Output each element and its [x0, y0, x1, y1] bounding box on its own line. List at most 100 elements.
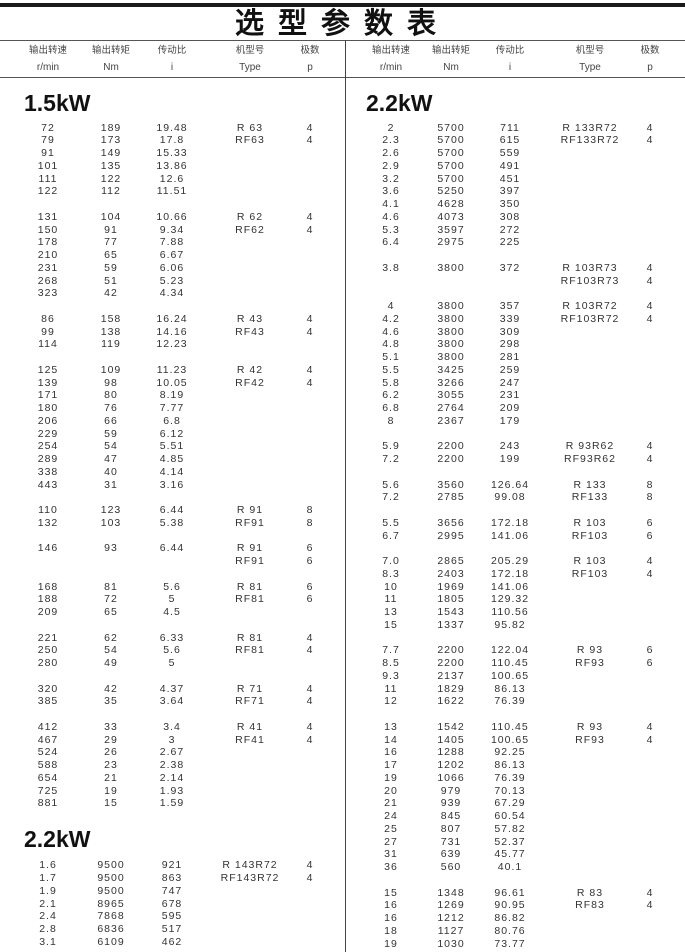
table-row: 5.3 3597 272	[0, 224, 685, 237]
type-cell: RF62	[235, 223, 265, 236]
output-speed-cell: 1.7	[39, 872, 57, 884]
ratio-cell: 4.34	[159, 287, 185, 300]
output-torque-cell: 1829	[437, 682, 465, 695]
poles-cell: 4	[646, 886, 654, 899]
output-speed-cell: 19	[384, 937, 398, 950]
table-row: 11 1805 129.32	[0, 593, 685, 606]
output-speed-cell: 110	[38, 504, 58, 516]
output-torque-cell: 2200	[437, 453, 465, 465]
ratio-cell: 100.65	[490, 669, 530, 682]
output-torque-cell: 65	[104, 249, 118, 261]
output-speed-cell: 168	[37, 580, 59, 593]
table-row: 443 31 3.16	[0, 479, 685, 492]
ratio-cell: 199	[499, 453, 521, 465]
table-row: 110 123 6.44 R 91 8	[0, 504, 685, 517]
output-torque-cell: 80	[104, 389, 118, 402]
ratio-cell: 13.86	[156, 159, 188, 172]
table-row: 206 66 6.8	[0, 415, 685, 428]
output-speed-cell: 10	[384, 580, 398, 593]
ratio-cell: 711	[500, 121, 520, 134]
table-row: 99 138 14.16 RF43 4	[0, 326, 685, 339]
table-row: 4.2 3800 339 RF103R72 4	[0, 313, 685, 326]
output-speed-cell: 210	[37, 249, 59, 261]
table-row: 114 119 12.23	[0, 338, 685, 351]
ratio-cell: 126.64	[490, 478, 530, 491]
table-row: 10 1969 141.06	[0, 581, 685, 594]
poles-cell: 4	[306, 121, 314, 134]
output-torque-cell: 2975	[437, 236, 465, 249]
type-cell: RF71	[235, 695, 265, 708]
poles-cell: 4	[646, 899, 654, 912]
output-speed-cell: 1.6	[39, 859, 57, 872]
ratio-cell: 86.13	[494, 682, 526, 695]
output-torque-cell: 2995	[437, 529, 465, 542]
table-row: 4.6 4073 308	[0, 211, 685, 224]
table-row: 1.7 9500 863 RF143R72 4	[0, 872, 685, 885]
ratio-cell: 52.37	[494, 835, 526, 848]
type-cell: RF103R72	[560, 312, 620, 325]
header-ratio-unit: i	[508, 62, 512, 73]
ratio-cell: 7.77	[159, 402, 185, 414]
output-torque-cell: 35	[104, 695, 118, 708]
header-rule	[0, 77, 685, 78]
output-torque-cell: 119	[101, 338, 121, 351]
output-torque-cell: 4073	[437, 210, 465, 223]
type-cell: RF93R62	[564, 453, 616, 465]
table-row: 385 35 3.64 RF71 4	[0, 695, 685, 708]
ratio-cell: 2.14	[159, 771, 185, 784]
output-torque-cell: 51	[104, 274, 118, 287]
ratio-cell: 4.37	[159, 682, 185, 695]
output-speed-cell: 5.5	[382, 363, 400, 376]
table-row: 6.2 3055 231	[0, 389, 685, 402]
table-row: 3.8 3800 372 R 103R73 4	[0, 262, 685, 275]
output-speed-cell: 36	[384, 861, 398, 873]
table-row: 8.3 2403 172.18 RF103 4	[0, 568, 685, 581]
output-speed-cell: 6.8	[382, 402, 400, 414]
output-torque-cell: 3055	[437, 389, 465, 402]
ratio-cell: 397	[499, 185, 521, 198]
poles-cell: 6	[646, 529, 654, 542]
poles-cell: 4	[646, 121, 654, 134]
output-torque-cell: 979	[440, 784, 462, 797]
header-type-unit: Type	[579, 62, 601, 73]
table-row: 3.6 5250 397	[0, 185, 685, 198]
table-row: 654 21 2.14	[0, 772, 685, 785]
table-row: 72 189 19.48 R 63 4	[0, 122, 685, 135]
poles-cell: 4	[306, 859, 314, 872]
poles-cell: 6	[646, 516, 654, 529]
output-torque-cell: 3800	[437, 325, 465, 338]
table-row: 15 1337 95.82	[0, 619, 685, 632]
output-torque-cell: 6109	[97, 935, 125, 948]
poles-cell: 4	[646, 440, 654, 453]
poles-cell: 6	[646, 644, 654, 657]
output-speed-cell: 323	[37, 287, 59, 300]
type-cell: R 71	[236, 682, 264, 695]
table-row: 5.8 3266 247	[0, 377, 685, 390]
ratio-cell: 209	[499, 402, 521, 414]
table-row: 254 54 5.51	[0, 440, 685, 453]
table-row: 7.7 2200 122.04 R 93 6	[0, 644, 685, 657]
table-row: 4.6 3800 309	[0, 326, 685, 339]
type-cell: RF63	[235, 134, 265, 147]
ratio-cell: 559	[499, 147, 521, 159]
output-torque-cell: 2403	[437, 567, 465, 580]
table-row: 467 29 3 RF41 4	[0, 734, 685, 747]
table-row: 3.1 6109 462	[0, 936, 685, 949]
ratio-cell: 141.06	[490, 580, 530, 593]
ratio-cell: 10.05	[156, 376, 188, 389]
output-torque-cell: 3800	[437, 351, 465, 363]
output-speed-cell: 8	[387, 414, 395, 427]
output-torque-cell: 65	[104, 606, 118, 618]
table-row: 20 979 70.13	[0, 785, 685, 798]
table-row: 280 49 5	[0, 657, 685, 670]
type-cell: R 133R72	[562, 121, 618, 134]
output-speed-cell: 443	[37, 478, 59, 491]
ratio-cell: 2.38	[159, 759, 185, 771]
ratio-cell: 5.6	[163, 580, 181, 593]
output-speed-cell: 881	[37, 797, 59, 810]
poles-cell: 4	[646, 134, 654, 147]
output-speed-cell: 86	[41, 312, 55, 325]
ratio-cell: 595	[161, 910, 183, 923]
header-poles-unit: p	[647, 62, 653, 73]
output-speed-cell: 4.8	[382, 338, 400, 351]
